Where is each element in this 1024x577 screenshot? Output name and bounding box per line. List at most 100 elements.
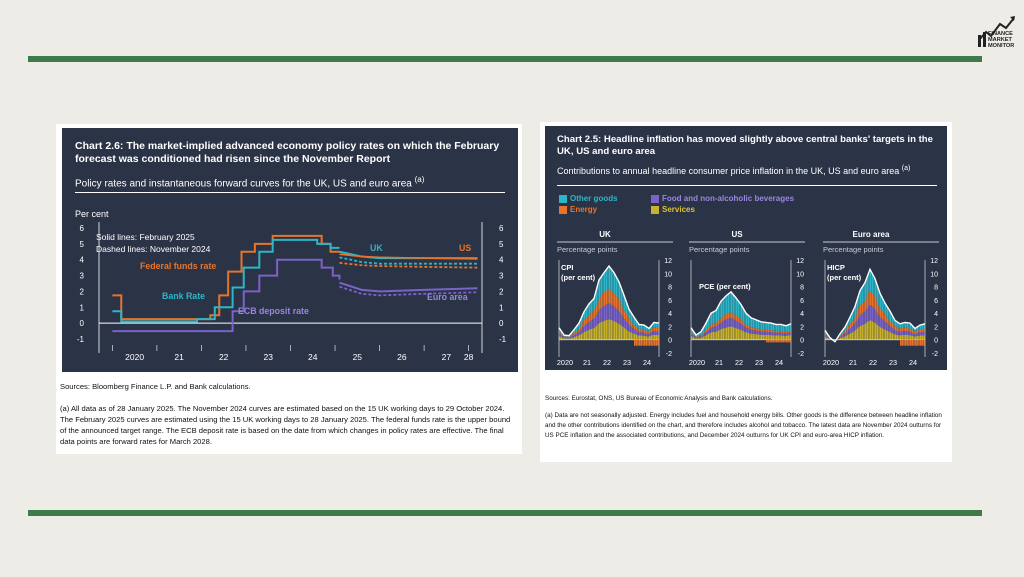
bar-segment-energy-negative (776, 339, 778, 343)
bar-segment-food (826, 336, 829, 338)
bar-segment-other (699, 332, 701, 336)
bar-segment-serv (714, 331, 716, 340)
bar-segment-food (898, 331, 900, 336)
bar-segment-energy (699, 335, 701, 337)
bar-segment-other (883, 301, 885, 314)
bar-segment-other (704, 325, 706, 332)
bar-segment-food (711, 327, 713, 333)
bar-segment-food (634, 329, 636, 334)
bar-segment-food (873, 308, 875, 323)
bar-segment-energy (692, 334, 695, 336)
bar-segment-serv (639, 335, 641, 340)
bar-segment-energy-negative (905, 339, 907, 346)
bar-segment-serv (691, 336, 693, 340)
bar-segment-other (786, 325, 788, 332)
bar-segment-energy (630, 321, 633, 327)
bar-segment-other (764, 322, 766, 330)
bar-segment-serv (756, 334, 758, 340)
bar-segment-other (714, 311, 716, 324)
bar-segment-serv (754, 334, 756, 340)
bar-segment-serv (729, 326, 731, 340)
bar-segment-food (903, 331, 905, 335)
bar-segment-serv (906, 334, 909, 340)
left-chart-subtitle-note: (a) (414, 175, 425, 184)
bar-segment-food (699, 336, 701, 338)
right-chart-subtitle: Contributions to annual headline consume… (557, 162, 942, 178)
bar-segment-energy (724, 314, 726, 321)
bar-segment-other (906, 322, 909, 328)
bar-segment-other (729, 292, 731, 313)
headline-inflation-line (558, 264, 660, 337)
bar-segment-food (612, 305, 614, 321)
bar-segment-serv (569, 338, 571, 340)
bar-segment-energy-negative (916, 339, 919, 346)
bar-segment-energy (843, 332, 845, 335)
bar-segment-energy-negative (906, 339, 909, 346)
bar-segment-serv (620, 325, 623, 340)
bar-segment-energy (702, 333, 705, 335)
bar-segment-food (781, 332, 783, 336)
bar-segment-serv (625, 329, 628, 340)
bar-segment-energy (772, 330, 775, 333)
bar-segment-food (905, 331, 907, 335)
bar-segment-serv (637, 335, 639, 340)
bar-segment-serv (762, 334, 765, 340)
bar-segment-serv (885, 329, 887, 340)
bar-segment-serv (594, 327, 596, 340)
bar-segment-food (622, 316, 624, 327)
bar-segment-energy (607, 288, 609, 304)
top-divider (28, 56, 982, 62)
bar-segment-energy (858, 307, 860, 317)
bar-segment-other (915, 327, 917, 332)
bar-segment-energy-negative (911, 339, 914, 346)
bar-segment-other (706, 322, 708, 330)
bar-segment-food (777, 332, 780, 336)
y-tick-left: 6 (80, 224, 85, 233)
bar-segment-serv (846, 335, 849, 340)
x-tick-label: 21 (583, 358, 591, 367)
bar-segment-energy (600, 295, 603, 309)
x-tick-label: 24 (909, 358, 917, 367)
bar-segment-serv (575, 336, 578, 340)
bar-segment-serv (702, 336, 705, 340)
bar-segment-serv (875, 323, 877, 340)
bar-segment-serv (726, 327, 728, 340)
bar-segment-energy-negative (781, 339, 783, 343)
right-sources: Sources: Eurostat, ONS, US Bureau of Eco… (545, 395, 773, 402)
bar-segment-other (901, 322, 904, 329)
bar-segment-serv (741, 330, 743, 340)
bar-segment-serv (841, 337, 844, 340)
bar-segment-energy (711, 324, 713, 328)
bar-segment-other (913, 328, 915, 332)
y-tick: 4 (934, 311, 938, 318)
bar-segment-food (779, 332, 781, 336)
bar-segment-serv (649, 336, 651, 340)
bar-segment-serv (749, 333, 751, 340)
bar-segment-energy-negative (779, 339, 781, 343)
bar-segment-energy (870, 291, 872, 306)
bar-segment-food (642, 332, 644, 336)
bar-segment-energy (564, 336, 566, 338)
bar-segment-food (620, 314, 623, 326)
bar-segment-other (759, 321, 761, 330)
y-tick: 0 (934, 338, 938, 345)
bar-segment-energy (915, 331, 917, 334)
bar-segment-other (772, 323, 775, 331)
bar-segment-food (619, 312, 621, 325)
bar-segment-energy (709, 325, 711, 329)
bar-segment-other (845, 326, 847, 331)
bar-segment-food (828, 337, 830, 339)
bar-segment-energy (906, 327, 909, 332)
bar-segment-energy (605, 290, 608, 305)
bar-segment-food (721, 321, 723, 329)
bar-segment-serv (873, 322, 875, 340)
bar-segment-food (771, 332, 773, 336)
bar-segment-energy (757, 328, 760, 332)
bar-segment-food (893, 329, 895, 335)
y-tick-left: 4 (80, 256, 85, 265)
left-sources: Sources: Bloomberg Finance L.P. and Bank… (60, 382, 251, 391)
bar-segment-other (696, 335, 698, 337)
bar-segment-energy (751, 327, 753, 330)
bar-segment-food (840, 336, 842, 338)
bar-segment-other (905, 322, 907, 328)
